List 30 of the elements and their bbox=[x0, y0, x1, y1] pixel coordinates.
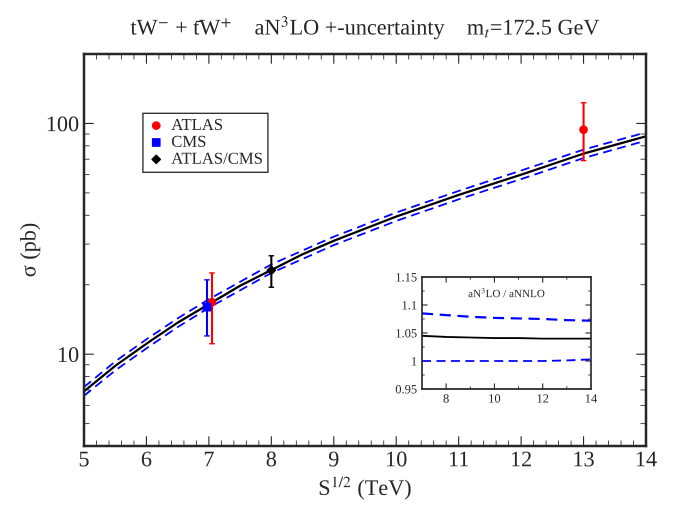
legend-label: ATLAS bbox=[171, 118, 222, 130]
x-tick-label: 8 bbox=[266, 452, 276, 466]
x-tick-label: 11 bbox=[450, 452, 468, 466]
line-series bbox=[422, 312, 591, 322]
chart-title: tW$^{−}$ + t̄W$^{+}$ aN$^{3}$LO +-uncertainty m$_{t}$=172.5 GeV bbox=[130, 16, 600, 40]
x-tick-label: 12 bbox=[512, 452, 531, 466]
point bbox=[266, 265, 276, 276]
y-tick-label: 1.1 bbox=[402, 301, 416, 310]
x-tick-label: 14 bbox=[586, 394, 598, 403]
point bbox=[579, 125, 588, 134]
x-tick-label: 12 bbox=[538, 394, 548, 403]
y-tick-label: 100 bbox=[48, 116, 78, 132]
x-tick-label: 14 bbox=[636, 452, 657, 466]
y-tick-label: 0.95 bbox=[396, 385, 417, 394]
x-tick-label: 13 bbox=[574, 452, 594, 466]
point bbox=[202, 302, 212, 312]
x-axis-title: S$^{1/2}$ (TeV) bbox=[320, 476, 411, 500]
y-tick-label: 1 bbox=[412, 357, 416, 366]
x-tick-label: 10 bbox=[489, 394, 500, 403]
y-tick-label: 1.15 bbox=[396, 273, 417, 282]
legend-label: CMS bbox=[172, 136, 206, 148]
text: aN$^{3}$LO / aNNLO bbox=[468, 288, 544, 298]
x-tick-label: 6 bbox=[142, 452, 152, 466]
y-axis-title: σ (pb) bbox=[20, 224, 40, 276]
y-tick-label: 1.05 bbox=[396, 329, 417, 338]
x-tick-label: 5 bbox=[80, 452, 89, 466]
x-tick-label: 9 bbox=[328, 452, 338, 466]
legend-label: ATLAS/CMS bbox=[171, 152, 262, 164]
x-tick-label: 8 bbox=[443, 394, 449, 403]
x-tick-label: 7 bbox=[204, 452, 214, 466]
